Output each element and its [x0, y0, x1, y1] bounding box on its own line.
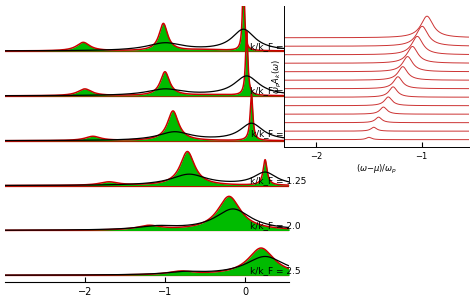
Text: k/k_F = 1.0$^+$: k/k_F = 1.0$^+$ — [250, 129, 309, 142]
Text: k/k_F = 0.75: k/k_F = 0.75 — [250, 87, 306, 95]
Text: k/k_F = 0.0: k/k_F = 0.0 — [250, 42, 301, 51]
X-axis label: $(\omega{-}\mu)/\omega_p$: $(\omega{-}\mu)/\omega_p$ — [356, 163, 397, 176]
Y-axis label: $\omega_p A_k(\omega)$: $\omega_p A_k(\omega)$ — [271, 59, 284, 94]
Text: k/k_F = 2.5: k/k_F = 2.5 — [250, 266, 301, 275]
Text: k/k_F = 1.25: k/k_F = 1.25 — [250, 176, 306, 185]
Text: k/k_F = 2.0: k/k_F = 2.0 — [250, 221, 301, 230]
